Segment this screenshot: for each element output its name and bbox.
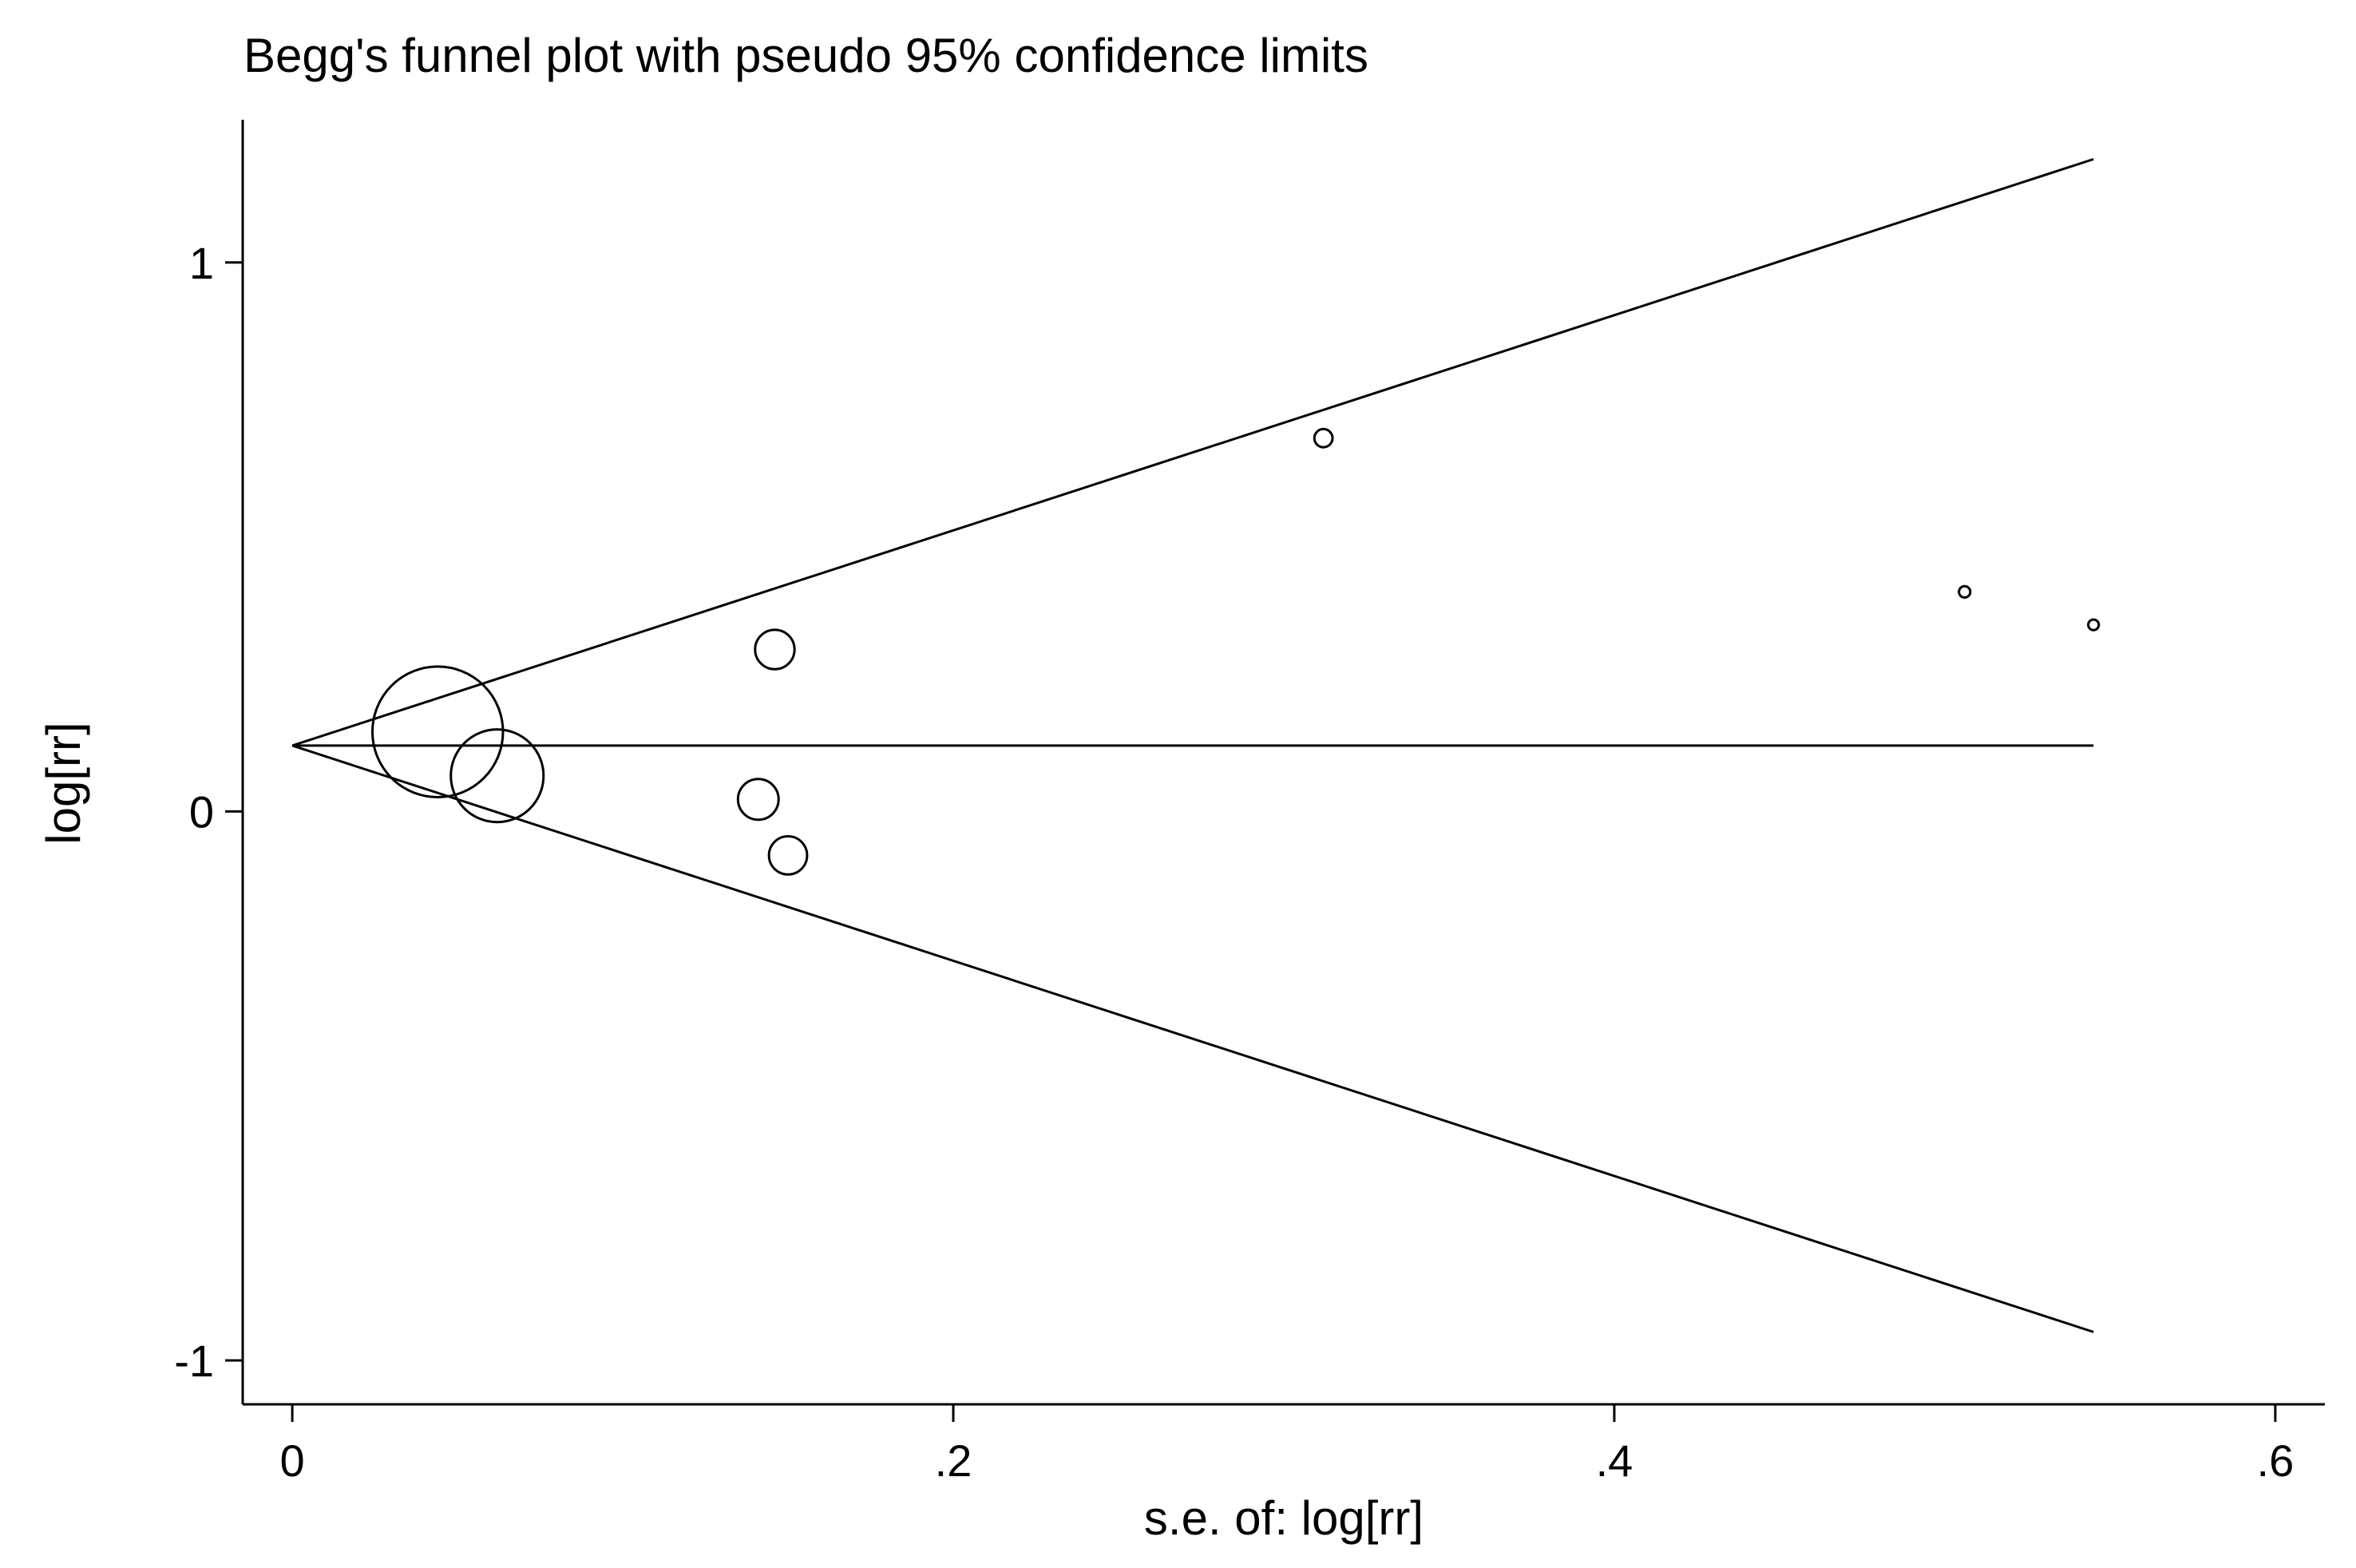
y-tick-label: 0 [189,786,214,837]
study-marker [767,835,809,876]
chart-title: Begg's funnel plot with pseudo 95% confi… [244,29,1368,82]
x-axis-label: s.e. of: log[rr] [1144,1491,1423,1545]
funnel-lower-limit-line [291,744,2094,1333]
study-marker [1958,584,1972,599]
study-marker [370,665,505,798]
y-tick-label: 1 [189,238,214,288]
study-marker [754,628,796,671]
x-tick-label: .2 [935,1435,972,1486]
study-marker [449,728,545,824]
funnel-upper-limit-line [291,157,2094,747]
x-axis-ticks: 0 .2 .4 .6 [280,1404,2295,1486]
x-tick-label: .4 [1596,1435,1633,1486]
y-tick-label: -1 [174,1336,214,1386]
study-markers [370,427,2101,876]
study-marker [1313,427,1334,449]
x-tick-label: .6 [2257,1435,2295,1486]
study-marker [2087,618,2101,632]
x-tick-label: 0 [280,1435,305,1486]
y-axis-label: log[rr] [37,722,90,844]
study-marker [736,778,780,822]
y-axis-ticks: -1 0 1 [174,238,243,1386]
